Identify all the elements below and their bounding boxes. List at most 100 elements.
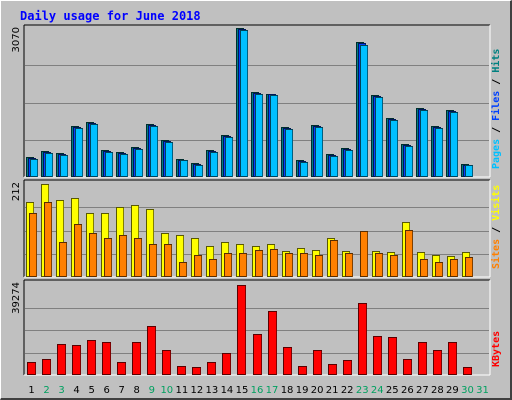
x-tick-label-day-5: 5 <box>88 385 94 396</box>
bar-kbytes-day-5 <box>87 340 96 375</box>
legend-part: Visits <box>490 185 502 221</box>
bar-pages-day-17 <box>270 95 278 177</box>
x-tick-label-day-14: 14 <box>221 385 234 396</box>
bar-sites-day-7 <box>119 235 127 277</box>
x-tick-label-day-8: 8 <box>134 385 140 396</box>
bar-sites-day-5 <box>89 233 97 277</box>
x-tick-label-day-25: 25 <box>386 385 399 396</box>
bar-kbytes-day-27 <box>418 342 427 375</box>
x-tick-label-day-1: 1 <box>28 385 34 396</box>
x-tick-label-day-11: 11 <box>175 385 188 396</box>
x-tick-label-day-16: 16 <box>251 385 264 396</box>
bar-sites-day-19 <box>300 253 308 277</box>
bar-sites-day-1 <box>29 213 37 277</box>
bar-pages-day-22 <box>345 150 353 177</box>
bar-kbytes-day-19 <box>298 366 307 375</box>
bar-kbytes-day-7 <box>117 362 126 375</box>
panel-kbytes: 39274 KBytes <box>11 279 502 376</box>
bar-pages-day-3 <box>60 155 68 177</box>
bar-kbytes-day-1 <box>27 362 36 375</box>
bar-sites-day-21 <box>330 240 338 277</box>
bar-kbytes-day-28 <box>433 350 442 375</box>
bar-kbytes-day-29 <box>448 342 457 375</box>
series-legend: KBytes <box>491 331 502 367</box>
bar-sites-day-30 <box>465 257 473 277</box>
bar-sites-day-24 <box>375 253 383 277</box>
bar-sites-day-15 <box>239 253 247 277</box>
legend-part: Pages <box>491 139 502 169</box>
bar-kbytes-day-26 <box>403 359 412 375</box>
bar-pages-day-5 <box>90 124 98 177</box>
bar-kbytes-day-14 <box>222 353 231 375</box>
bar-pages-day-4 <box>75 128 83 177</box>
bar-pages-day-12 <box>195 165 203 177</box>
bar-pages-day-28 <box>435 128 443 177</box>
legend-part: KBytes <box>491 331 502 367</box>
bar-pages-day-26 <box>405 146 413 177</box>
x-tick-label-day-22: 22 <box>341 385 354 396</box>
x-tick-label-day-7: 7 <box>119 385 125 396</box>
panel-visits-sites: 212 Sites / Visits <box>11 179 502 278</box>
bar-pages-day-13 <box>210 152 218 177</box>
bar-sites-day-18 <box>285 253 293 277</box>
bar-pages-day-15 <box>240 30 248 177</box>
x-tick-label-day-15: 15 <box>236 385 249 396</box>
x-tick-label-day-12: 12 <box>191 385 204 396</box>
bar-pages-day-18 <box>285 129 293 177</box>
legend-part: / <box>491 73 502 91</box>
x-axis-labels: 1 2 3 4 5 6 7 8 9 10 11 12 13 14 15 16 17 18 19 20 21 22 23 24 2… <box>28 385 489 396</box>
x-tick-label-day-2: 2 <box>43 385 49 396</box>
bar-kbytes-day-21 <box>328 364 337 375</box>
bar-sites-day-9 <box>149 244 157 277</box>
x-tick-label-day-9: 9 <box>149 385 155 396</box>
bar-sites-day-25 <box>390 255 398 277</box>
bar-sites-day-10 <box>164 244 172 277</box>
y-max-label: 3070 <box>11 27 22 52</box>
x-tick-label-day-6: 6 <box>103 385 109 396</box>
bar-sites-day-27 <box>420 259 428 277</box>
legend-part: / <box>491 121 502 139</box>
bar-kbytes-day-3 <box>57 344 66 375</box>
bar-pages-day-25 <box>390 120 398 177</box>
bar-pages-day-6 <box>105 152 113 177</box>
chart-panels: 3070 Pages / Files / Hits 212 Sites / Visit… <box>11 24 502 376</box>
bar-kbytes-day-22 <box>343 360 352 375</box>
x-tick-label-day-30: 30 <box>461 385 474 396</box>
y-max-label: 212 <box>11 182 22 201</box>
bar-sites-day-11 <box>179 262 187 277</box>
y-max-label: 39274 <box>11 282 22 314</box>
bar-sites-day-6 <box>104 238 112 277</box>
bar-sites-day-29 <box>450 259 458 277</box>
bar-pages-day-19 <box>300 162 308 177</box>
bar-pages-day-8 <box>135 149 143 177</box>
x-tick-label-day-10: 10 <box>160 385 173 396</box>
bar-sites-day-16 <box>255 250 263 277</box>
panel-hits-files-pages: 3070 Pages / Files / Hits <box>11 24 502 178</box>
legend-part: Hits <box>490 49 502 73</box>
bar-pages-day-20 <box>315 127 323 177</box>
legend-part: Sites <box>490 239 502 269</box>
bar-pages-day-1 <box>30 159 38 177</box>
x-tick-label-day-19: 19 <box>296 385 309 396</box>
bar-pages-day-27 <box>420 110 428 177</box>
bar-sites-day-8 <box>134 238 142 277</box>
bar-kbytes-day-4 <box>72 345 81 375</box>
x-tick-label-day-13: 13 <box>206 385 219 396</box>
bar-kbytes-day-10 <box>162 350 171 375</box>
bar-sites-day-22 <box>345 253 353 277</box>
chart-title: Daily usage for June 2018 <box>20 9 201 23</box>
x-tick-label-day-21: 21 <box>326 385 339 396</box>
bar-kbytes-day-17 <box>268 311 277 375</box>
legend-part: Files <box>490 91 502 121</box>
bar-kbytes-day-8 <box>132 342 141 375</box>
bar-sites-day-17 <box>270 249 278 277</box>
bar-sites-day-4 <box>74 224 82 277</box>
x-tick-label-day-31: 31 <box>476 385 489 396</box>
bar-sites-day-23 <box>360 231 368 277</box>
bar-pages-day-7 <box>120 154 128 177</box>
bar-sites-day-3 <box>59 242 67 277</box>
x-tick-label-day-23: 23 <box>356 385 369 396</box>
bar-pages-day-14 <box>225 137 233 177</box>
bar-sites-day-2 <box>44 202 52 277</box>
